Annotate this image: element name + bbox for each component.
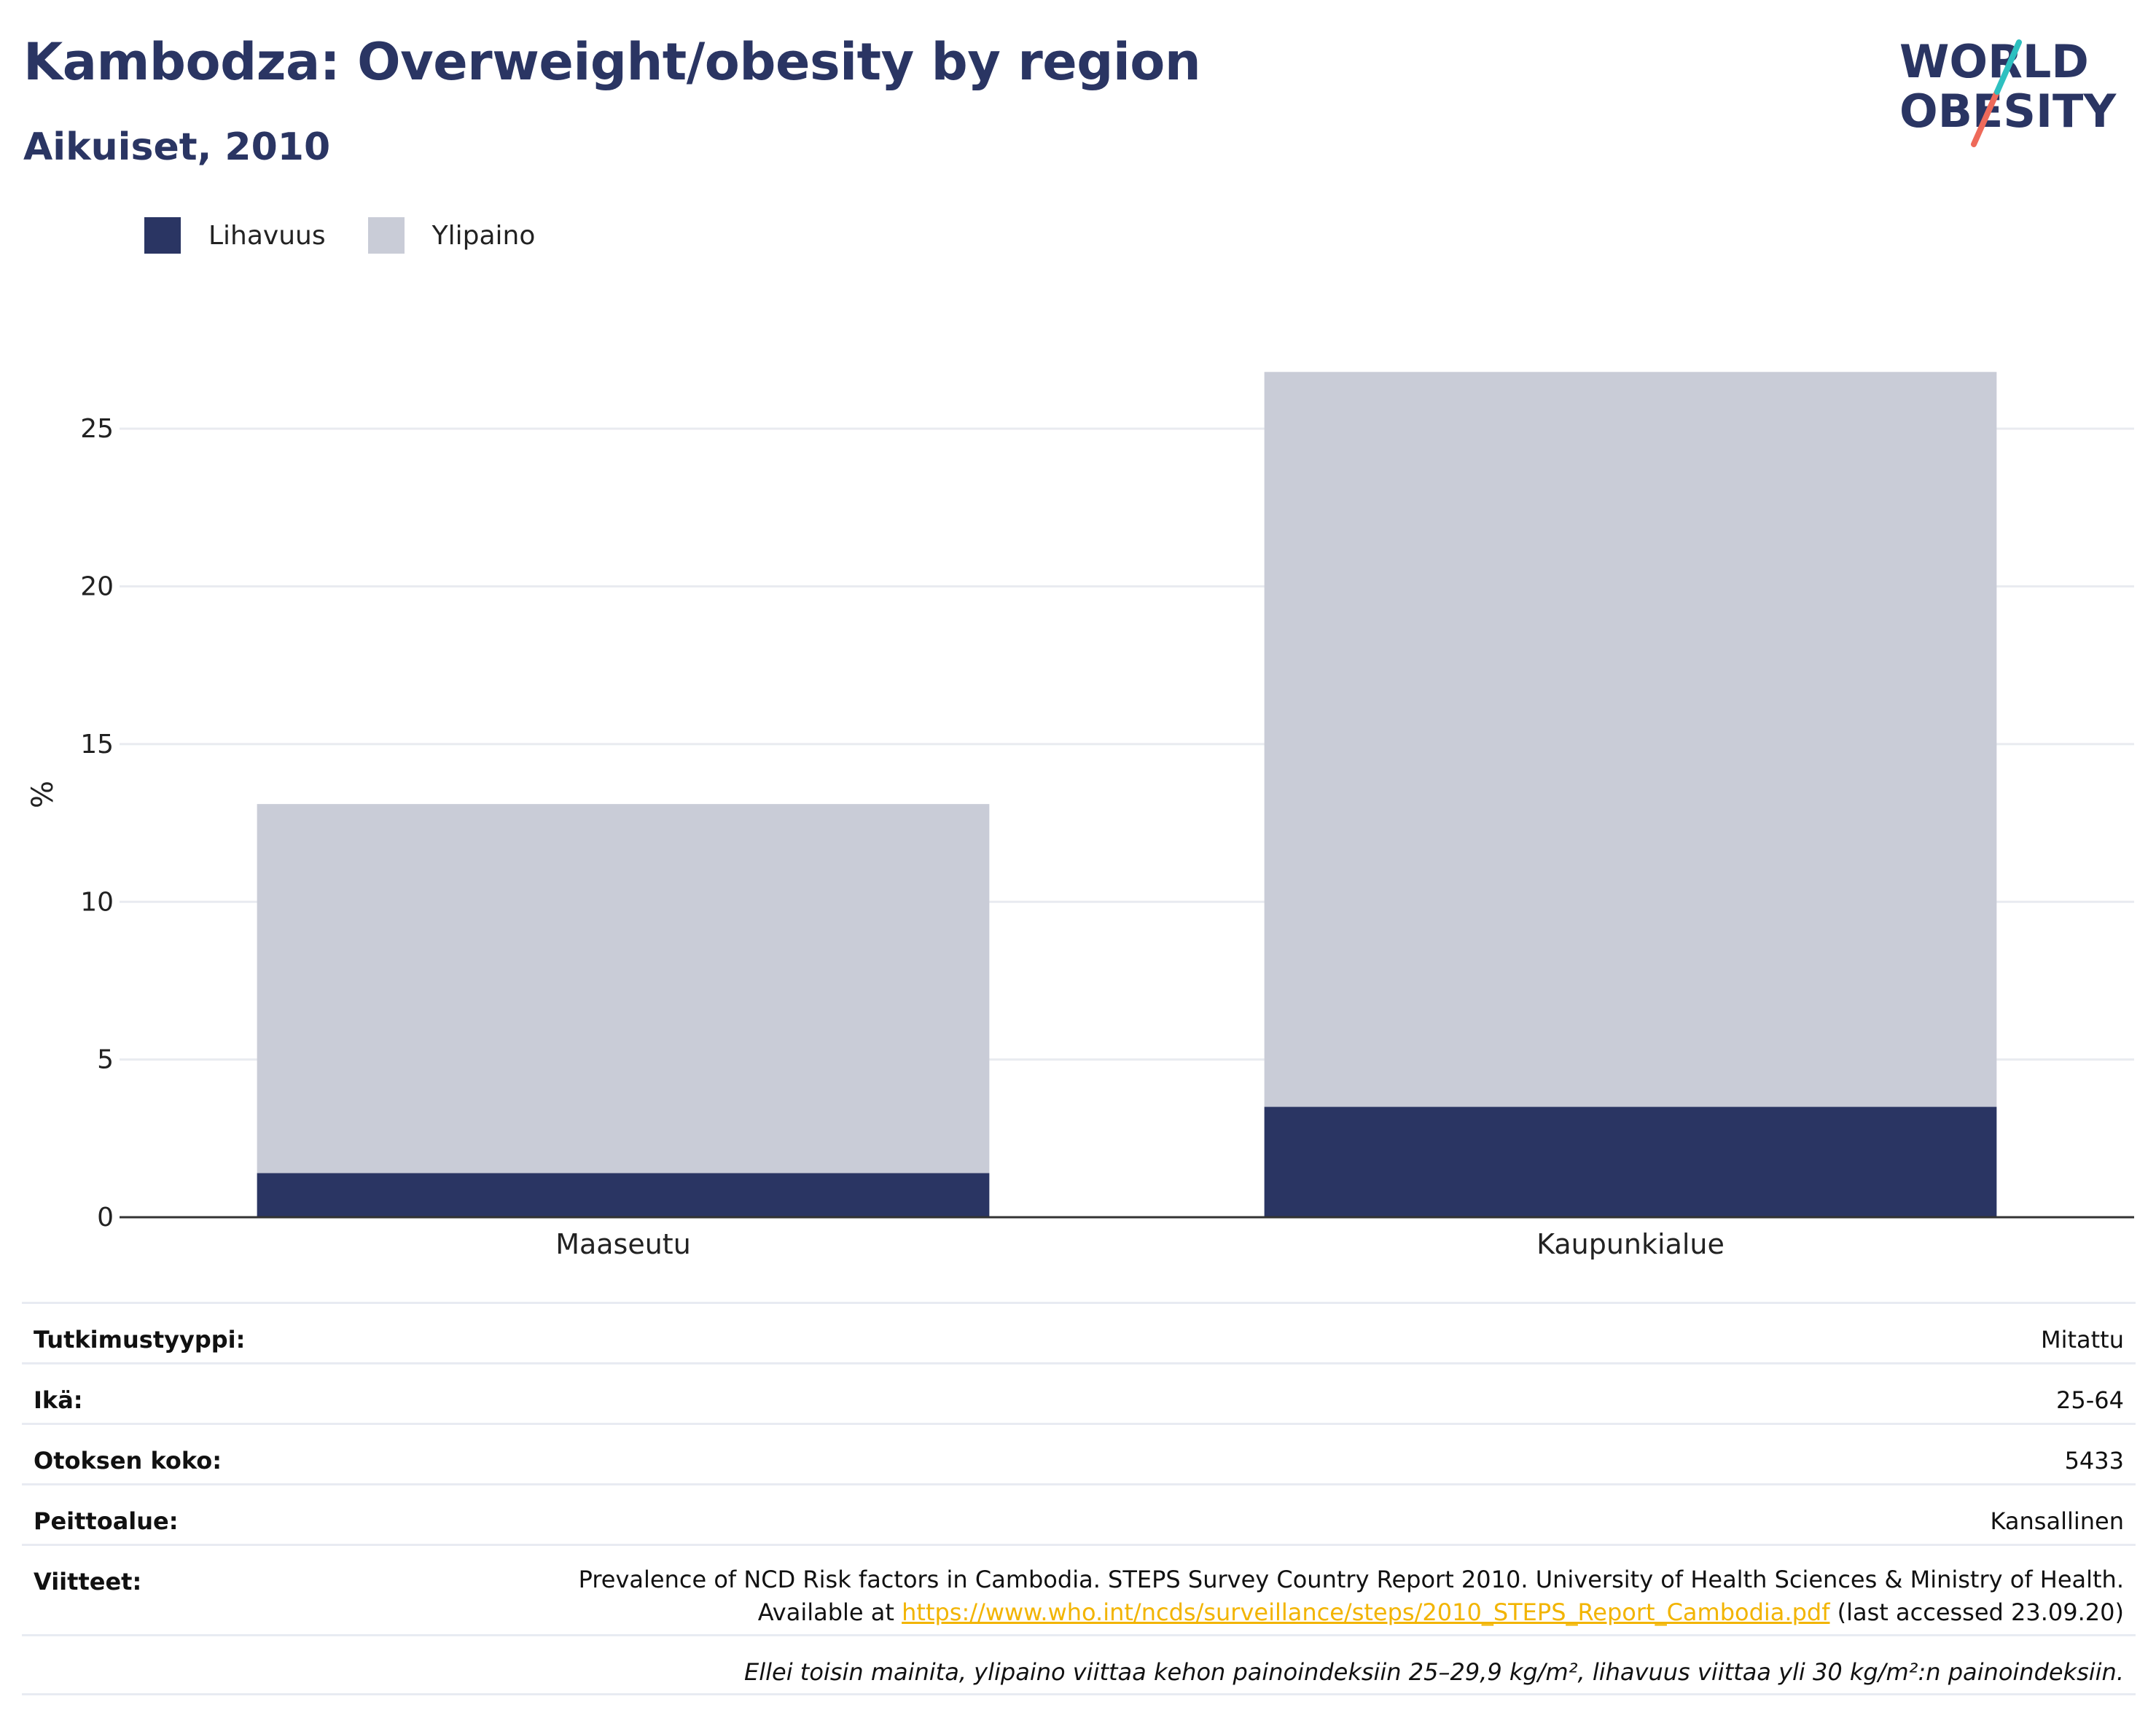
y-tick-label-20: 20	[80, 572, 114, 602]
reference-prefix: Available at	[757, 1598, 902, 1626]
legend-swatch-lihavuus	[144, 217, 181, 254]
info-row-age: Ikä: 25-64	[22, 1362, 2136, 1423]
info-row-study-type: Tutkimustyyppi: Mitattu	[22, 1302, 2136, 1362]
study-type-label: Tutkimustyyppi:	[34, 1326, 246, 1354]
info-row-sample-size: Otoksen koko: 5433	[22, 1423, 2136, 1483]
bar-chart: 0 5 10 15 20 25% Maaseutu Kaupunkialue	[26, 372, 2134, 1260]
y-tick-label-5: 5	[97, 1045, 114, 1075]
bar-maaseutu-lihavuus	[257, 1173, 990, 1217]
legend-label-lihavuus: Lihavuus	[208, 220, 326, 251]
age-value: 25-64	[2056, 1386, 2124, 1414]
y-tick-label-10: 10	[80, 887, 114, 917]
info-row-note: Ellei toisin mainita, ylipaino viittaa k…	[22, 1634, 2136, 1695]
references-label: Viitteet:	[34, 1568, 142, 1596]
world-obesity-logo: WORLD OBESITY	[1899, 35, 2117, 147]
y-tick-label-15: 15	[80, 730, 114, 759]
bar-maaseutu-ylipaino	[257, 804, 990, 1173]
legend-item-lihavuus[interactable]: Lihavuus	[144, 217, 326, 254]
legend-item-ylipaino[interactable]: Ylipaino	[367, 217, 536, 254]
bar-kaupunkialue-ylipaino	[1264, 372, 1997, 1107]
references-value: Prevalence of NCD Risk factors in Cambod…	[579, 1563, 2124, 1629]
info-row-coverage: Peittoalue: Kansallinen	[22, 1483, 2136, 1544]
reference-link[interactable]: https://www.who.int/ncds/surveillance/st…	[902, 1598, 1830, 1626]
logo-slash-teal	[1994, 39, 2022, 95]
info-table: Tutkimustyyppi: Mitattu Ikä: 25-64 Otoks…	[22, 1302, 2136, 1695]
sample-size-label: Otoksen koko:	[34, 1447, 222, 1475]
age-label: Ikä:	[34, 1386, 83, 1414]
y-axis-label: %	[26, 781, 60, 808]
chart-subtitle: Aikuiset, 2010	[23, 125, 331, 169]
reference-suffix: (last accessed 23.09.20)	[1829, 1598, 2124, 1626]
study-type-value: Mitattu	[2040, 1326, 2124, 1354]
y-tick-label-0: 0	[97, 1203, 114, 1233]
logo-slash-coral	[1971, 89, 2000, 147]
coverage-value: Kansallinen	[1990, 1507, 2124, 1535]
info-row-references: Viitteet: Prevalence of NCD Risk factors…	[22, 1544, 2136, 1634]
y-tick-label-25: 25	[80, 414, 114, 444]
logo-line1: WORLD	[1899, 35, 2089, 88]
x-tick-label-kaupunkialue: Kaupunkialue	[1536, 1228, 1725, 1260]
x-tick-label-maaseutu: Maaseutu	[555, 1228, 691, 1260]
definition-note: Ellei toisin mainita, ylipaino viittaa k…	[744, 1658, 2124, 1686]
legend-label-ylipaino: Ylipaino	[431, 220, 536, 251]
coverage-label: Peittoalue:	[34, 1507, 179, 1535]
legend: Lihavuus Ylipaino	[144, 216, 577, 255]
legend-swatch-ylipaino	[367, 217, 405, 254]
sample-size-value: 5433	[2064, 1447, 2124, 1475]
bar-kaupunkialue-lihavuus	[1264, 1106, 1997, 1217]
logo-line2: OBESITY	[1899, 85, 2117, 138]
reference-citation: Prevalence of NCD Risk factors in Cambod…	[578, 1566, 2124, 1593]
chart-title: Kambodza: Overweight/obesity by region	[23, 32, 1201, 92]
